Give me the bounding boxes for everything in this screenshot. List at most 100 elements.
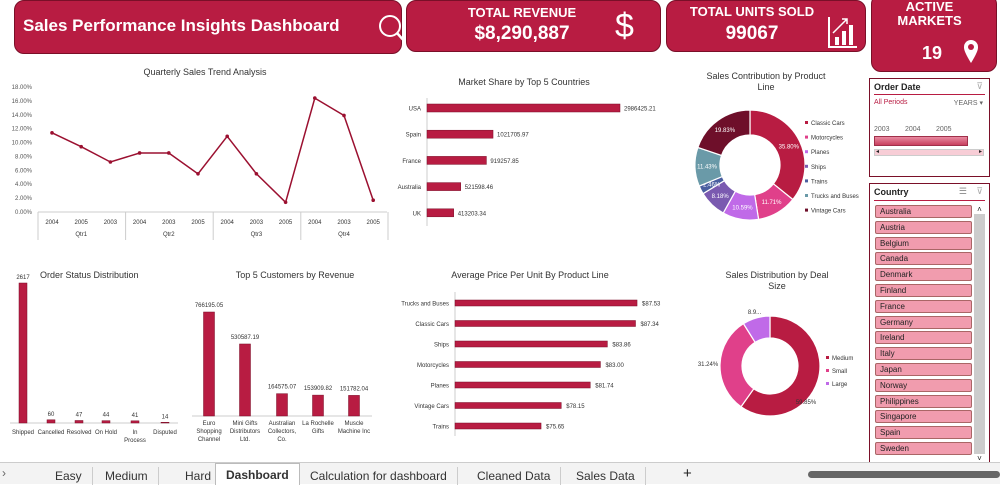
- data-point: [254, 172, 259, 176]
- legend-label: Trains: [811, 179, 827, 185]
- timeline-year-2004[interactable]: 2004: [905, 126, 921, 133]
- x-tick-label: 2004: [45, 220, 59, 226]
- multi-select-icon[interactable]: ☰: [958, 186, 967, 196]
- horizontal-scrollbar[interactable]: [808, 471, 1000, 478]
- timeline-year-2003[interactable]: 2003: [874, 126, 890, 133]
- country-option[interactable]: Singapore: [875, 410, 972, 424]
- pie-slice: [740, 315, 821, 417]
- legend-swatch: [805, 179, 808, 183]
- bar: [101, 420, 111, 424]
- category-label: Co.: [277, 437, 287, 443]
- category-label: Spain: [406, 133, 421, 139]
- country-slicer[interactable]: Country ☰ ⊽ Australia Austria Belgium Canad…: [869, 183, 990, 465]
- category-label: Classic Cars: [415, 322, 449, 328]
- country-option[interactable]: Denmark: [875, 268, 972, 282]
- tab-scroll-icon[interactable]: ›: [2, 466, 6, 480]
- country-option[interactable]: Finland: [875, 284, 972, 297]
- category-label: Mini Gifts: [232, 421, 257, 427]
- data-label: 59.85%: [796, 400, 817, 406]
- sheet-tab[interactable]: Medium: [95, 467, 159, 485]
- total-units-card: TOTAL UNITS SOLD 99067: [666, 0, 866, 52]
- add-sheet-button[interactable]: +: [683, 465, 692, 482]
- bar: [348, 395, 360, 417]
- data-label: $83.00: [605, 363, 624, 369]
- country-option[interactable]: Spain: [875, 426, 972, 440]
- category-label: Ships: [434, 343, 449, 349]
- data-label: $87.34: [641, 322, 660, 328]
- country-option[interactable]: Belgium: [875, 236, 972, 250]
- category-label: Motorcycles: [417, 363, 449, 369]
- legend-label: Vintage Cars: [811, 209, 846, 215]
- category-label: UK: [413, 211, 421, 217]
- legend-label: Motorcycles: [811, 136, 843, 142]
- timeline-scrollbar[interactable]: ◂ ▸: [874, 149, 984, 156]
- legend-label: Classic Cars: [811, 121, 845, 127]
- legend-swatch: [826, 382, 829, 385]
- bar: [454, 402, 562, 409]
- clear-filter-icon[interactable]: ⊽: [976, 81, 983, 91]
- x-tick-label: 2005: [279, 220, 293, 226]
- category-label: Process: [124, 438, 146, 444]
- category-label: Machine Inc: [338, 429, 370, 435]
- country-option[interactable]: Sweden: [875, 442, 972, 455]
- sheet-tab[interactable]: Easy: [45, 467, 93, 485]
- country-option[interactable]: Germany: [875, 315, 972, 329]
- data-label: $78.15: [566, 404, 585, 410]
- total-units-label: TOTAL UNITS SOLD: [689, 4, 815, 19]
- category-label: Trucks and Buses: [401, 302, 449, 308]
- category-label: Euro: [203, 421, 216, 427]
- data-label: 1021705.97: [497, 133, 529, 139]
- data-point: [225, 134, 229, 139]
- country-option[interactable]: Philippines: [875, 394, 972, 408]
- country-option[interactable]: Norway: [875, 378, 972, 392]
- data-point: [196, 172, 200, 176]
- chart-title: Quarterly Sales Trend Analysis: [143, 67, 267, 77]
- dashboard-title-card: Sales Performance Insights Dashboard: [14, 0, 407, 54]
- category-label: Resolved: [66, 430, 91, 436]
- total-revenue-label: TOTAL REVENUE: [467, 5, 577, 20]
- timeline-bar[interactable]: [874, 136, 968, 146]
- category-label: Disputed: [153, 430, 177, 436]
- slicer-scrollbar[interactable]: ˄ ˅: [974, 205, 985, 463]
- timeline-selection: All Periods: [874, 99, 908, 106]
- pie-slice: [697, 109, 751, 157]
- country-option[interactable]: Canada: [875, 252, 972, 266]
- legend-label: Large: [832, 382, 848, 388]
- bar: [454, 340, 608, 348]
- bar: [426, 182, 461, 191]
- country-option[interactable]: Australia: [875, 205, 972, 218]
- sheet-tab[interactable]: Cleaned Data: [467, 467, 562, 485]
- data-label: 164575.07: [268, 385, 297, 391]
- clear-filter-icon[interactable]: ⊽: [976, 186, 983, 196]
- category-label: Gifts: [312, 429, 324, 435]
- data-label: 10.59%: [732, 205, 753, 211]
- data-label: 60: [48, 412, 55, 418]
- country-option[interactable]: Italy: [875, 347, 972, 361]
- data-point: [137, 151, 142, 155]
- country-option[interactable]: Ireland: [875, 331, 972, 345]
- pie-slice: [749, 109, 806, 201]
- country-option[interactable]: Austria: [875, 220, 972, 234]
- data-point: [283, 200, 288, 205]
- sheet-tab[interactable]: Sales Data: [566, 467, 646, 485]
- legend-swatch: [805, 135, 808, 139]
- sheet-tab[interactable]: Calculation for dashboard: [300, 467, 458, 485]
- group-label: Qtr2: [163, 232, 175, 238]
- group-label: Qtr1: [75, 232, 87, 238]
- category-label: Planes: [431, 384, 449, 390]
- y-tick-label: 16.00%: [12, 99, 33, 105]
- category-label: Trains: [433, 425, 449, 431]
- data-label: $75.65: [546, 425, 565, 431]
- order-date-slicer[interactable]: Order Date ⊽ All Periods YEARS ▾ 2003 20…: [869, 78, 990, 177]
- data-label: 14: [162, 414, 169, 420]
- country-option[interactable]: France: [875, 299, 972, 313]
- y-tick-label: 14.00%: [12, 113, 33, 119]
- data-label: 919257.85: [490, 159, 519, 165]
- category-label: USA: [409, 107, 421, 113]
- sheet-tab[interactable]: Dashboard: [215, 463, 300, 485]
- country-option[interactable]: Japan: [875, 363, 972, 376]
- y-tick-label: 18.00%: [12, 85, 33, 91]
- timeline-year-2005[interactable]: 2005: [936, 126, 952, 133]
- timeline-level-dropdown[interactable]: YEARS ▾: [953, 100, 983, 107]
- data-label: 41: [132, 413, 139, 419]
